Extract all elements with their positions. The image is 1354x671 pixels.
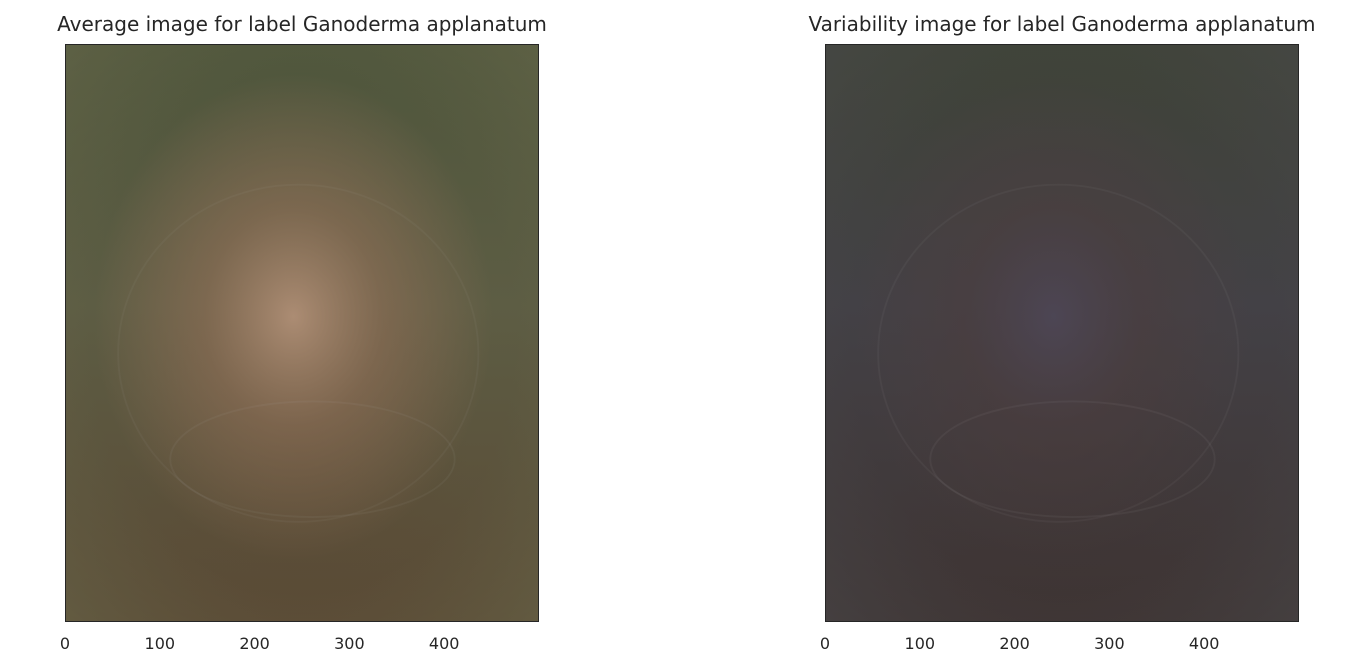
heatmap-edge-layer <box>66 45 538 621</box>
variability-image-plot <box>825 44 1299 622</box>
average-image-title: Average image for label Ganoderma applan… <box>57 12 547 36</box>
x-tick-label: 300 <box>1094 634 1125 653</box>
x-tick-label: 300 <box>334 634 365 653</box>
variability-image-heatmap <box>826 45 1298 621</box>
heatmap-edge-layer <box>826 45 1298 621</box>
heatmap-ring <box>877 183 1240 523</box>
x-tick-label: 100 <box>144 634 176 653</box>
x-tick-label: 400 <box>1188 634 1220 653</box>
x-tick-label: 200 <box>239 634 270 653</box>
x-tick-label: 0 <box>59 634 71 653</box>
variability-image-title: Variability image for label Ganoderma ap… <box>808 12 1316 36</box>
x-tick-label: 200 <box>999 634 1030 653</box>
x-tick-label: 0 <box>819 634 831 653</box>
heatmap-ring <box>929 400 1216 518</box>
average-image-heatmap <box>66 45 538 621</box>
x-tick-label: 400 <box>428 634 460 653</box>
heatmap-ring <box>117 183 480 523</box>
x-tick-label: 100 <box>904 634 936 653</box>
average-image-plot <box>65 44 539 622</box>
heatmap-ring <box>169 400 456 518</box>
